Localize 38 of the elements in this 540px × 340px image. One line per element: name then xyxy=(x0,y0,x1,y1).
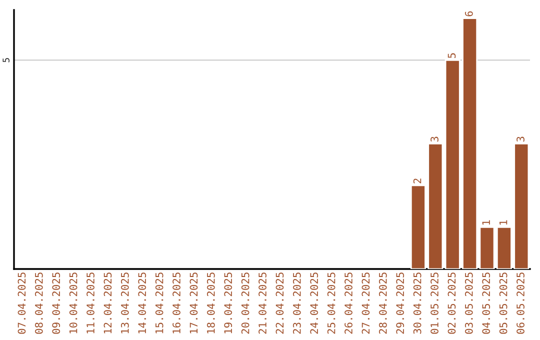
x-tick-label: 29.04.2025 xyxy=(396,272,404,334)
x-tick-label: 02.05.2025 xyxy=(448,272,456,334)
x-tick-label: 26.04.2025 xyxy=(344,272,352,334)
x-tick-label: 21.04.2025 xyxy=(258,272,266,334)
x-tick-label: 10.04.2025 xyxy=(69,272,78,334)
x-tick-label: 27.04.2025 xyxy=(362,272,370,334)
x-tick-label: 13.04.2025 xyxy=(120,272,129,334)
x-tick-label: 01.05.2025 xyxy=(430,272,438,334)
x-tick-label: 03.05.2025 xyxy=(464,272,473,334)
x-tick-label: 30.04.2025 xyxy=(413,272,422,334)
x-tick-label: 12.04.2025 xyxy=(104,272,112,334)
x-tick-label: 20.04.2025 xyxy=(241,272,250,334)
data-label: 2 xyxy=(413,178,422,184)
x-tick-label: 19.04.2025 xyxy=(224,272,232,334)
x-tick-label: 11.04.2025 xyxy=(86,272,94,334)
x-tick-label: 15.04.2025 xyxy=(155,272,164,334)
x-tick-label: 05.05.2025 xyxy=(499,272,508,334)
x-tick-label: 07.04.2025 xyxy=(18,272,26,334)
data-label: 3 xyxy=(430,136,438,142)
x-tick-label: 14.04.2025 xyxy=(138,272,146,334)
x-tick-label: 18.04.2025 xyxy=(206,272,215,334)
x-tick-label: 06.05.2025 xyxy=(516,272,524,334)
data-label: 1 xyxy=(500,220,508,225)
x-tick-label: 16.04.2025 xyxy=(172,272,180,334)
x-tick-label: 04.05.2025 xyxy=(482,272,490,334)
x-tick-label: 17.04.2025 xyxy=(190,272,198,334)
data-label: 1 xyxy=(482,220,490,225)
bar xyxy=(479,226,495,269)
data-label: 6 xyxy=(464,11,473,16)
x-tick-label: 25.04.2025 xyxy=(327,272,336,334)
x-tick-label: 09.04.2025 xyxy=(52,272,60,334)
data-label: 3 xyxy=(516,136,524,142)
x-tick-label: 28.04.2025 xyxy=(378,272,387,334)
data-label: 5 xyxy=(448,53,456,58)
x-tick-label: 08.04.2025 xyxy=(34,272,43,334)
x-tick-label: 24.04.2025 xyxy=(310,272,318,334)
x-tick-label: 22.04.2025 xyxy=(276,272,284,334)
x-tick-label: 23.04.2025 xyxy=(292,272,301,334)
